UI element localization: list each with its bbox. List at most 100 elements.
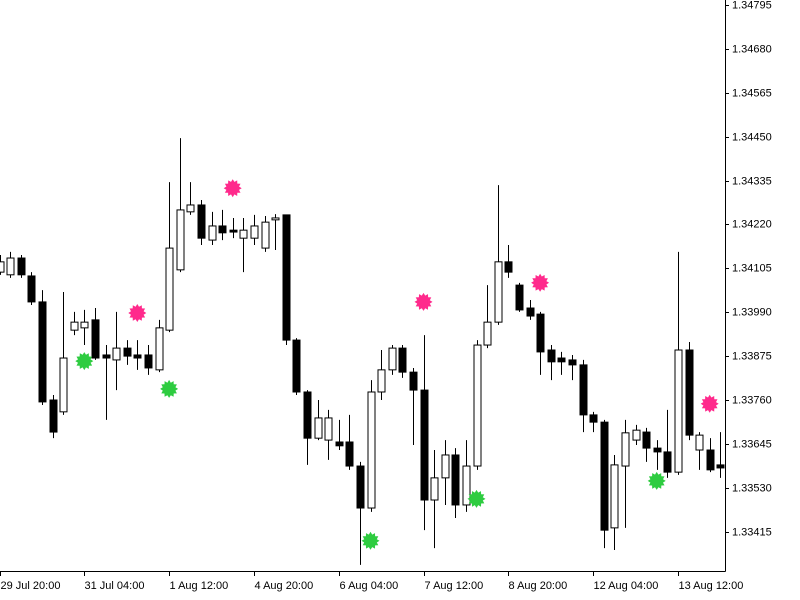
candle-body	[388, 347, 397, 371]
candle-body	[17, 257, 26, 276]
plot-area	[0, 138, 725, 565]
y-tick-label: 1.34335	[732, 175, 772, 187]
candle-body	[38, 301, 47, 403]
candle-body	[250, 225, 259, 239]
y-tick-label: 1.34795	[732, 0, 772, 11]
candle-body	[112, 347, 121, 361]
signal-marker	[531, 273, 550, 292]
candle-body	[494, 261, 503, 323]
candle-body	[229, 229, 238, 233]
candle-body	[568, 359, 577, 366]
candle-body	[345, 441, 354, 467]
candle-body	[49, 399, 58, 433]
candle-body	[102, 354, 111, 359]
candle-body	[685, 349, 694, 436]
candle-body	[218, 225, 227, 234]
y-tick-label: 1.33990	[732, 306, 772, 318]
candle-body	[197, 204, 206, 239]
candle-body	[398, 347, 407, 373]
y-tick-label: 1.34680	[732, 43, 772, 55]
candle-body	[324, 417, 333, 441]
y-tick-label: 1.34565	[732, 87, 772, 99]
x-tick-label: 8 Aug 20:00	[509, 580, 568, 592]
candle-body	[186, 204, 195, 213]
signal-marker	[128, 304, 147, 322]
candle-body	[356, 465, 365, 509]
candle-body	[451, 454, 460, 506]
candle-body	[367, 391, 376, 509]
signal-marker	[647, 471, 666, 490]
candle-body	[282, 214, 291, 341]
candle-body	[91, 319, 100, 359]
y-tick-label: 1.34105	[732, 262, 772, 274]
candle-body	[483, 321, 492, 346]
candle-body	[589, 414, 598, 423]
candle-body	[314, 417, 323, 439]
candle-body	[123, 347, 132, 357]
y-tick-label: 1.33875	[732, 350, 772, 362]
x-tick-label: 13 Aug 12:00	[679, 580, 744, 592]
candle-body	[0, 261, 5, 273]
signal-marker	[160, 379, 179, 398]
candle-body	[420, 389, 429, 501]
candle-body	[462, 465, 471, 506]
y-tick-label: 1.34450	[732, 131, 772, 143]
candle-body	[632, 429, 641, 441]
candle-body	[271, 217, 280, 221]
candle-body	[557, 357, 566, 363]
x-tick-label: 29 Jul 20:00	[1, 580, 61, 592]
y-tick-label: 1.33415	[732, 526, 772, 538]
candle-body	[6, 257, 15, 276]
signal-marker	[467, 489, 486, 508]
candle-body	[473, 344, 482, 467]
candle-body	[144, 354, 153, 369]
candle-body	[409, 371, 418, 391]
candle-body	[706, 449, 715, 471]
candle-body	[303, 391, 312, 439]
x-tick-label: 1 Aug 12:00	[170, 580, 229, 592]
signal-marker	[361, 531, 380, 550]
x-tick-label: 12 Aug 04:00	[594, 580, 659, 592]
candle-body	[176, 209, 185, 271]
candle-body	[165, 247, 174, 331]
candle-body	[621, 432, 630, 467]
candle-body	[526, 307, 535, 317]
candle-body	[547, 349, 556, 363]
candle-body	[59, 357, 68, 413]
x-tick-label: 31 Jul 04:00	[85, 580, 145, 592]
candle-body	[515, 284, 524, 311]
candle-body	[70, 321, 79, 331]
candle-body	[239, 229, 248, 239]
candle-body	[430, 477, 439, 501]
candle-body	[579, 364, 588, 416]
candle-body	[292, 339, 301, 393]
candle-body	[504, 261, 513, 273]
candle-body	[261, 221, 270, 249]
candle-body	[335, 441, 344, 447]
candle-body	[536, 313, 545, 353]
x-tick-label: 7 Aug 12:00	[425, 580, 484, 592]
y-tick-label: 1.33760	[732, 394, 772, 406]
candle-body	[663, 451, 672, 473]
signal-marker	[223, 179, 242, 198]
candle-body	[80, 321, 89, 329]
candle-body	[716, 464, 725, 469]
candle-body	[377, 369, 386, 393]
x-tick-label: 6 Aug 04:00	[340, 580, 399, 592]
candle-body	[610, 464, 619, 529]
candle-body	[642, 431, 651, 449]
y-tick-label: 1.33645	[732, 438, 772, 450]
signal-marker	[414, 292, 433, 311]
signal-marker	[75, 352, 94, 371]
candle-body	[653, 447, 662, 453]
candle-body	[27, 275, 36, 303]
candle-body	[441, 454, 450, 479]
signal-marker	[700, 394, 719, 413]
y-tick-label: 1.34220	[732, 218, 772, 230]
candle-body	[155, 327, 164, 371]
candle-body	[674, 349, 683, 473]
candle-body	[208, 225, 217, 241]
candle-body	[600, 421, 609, 531]
